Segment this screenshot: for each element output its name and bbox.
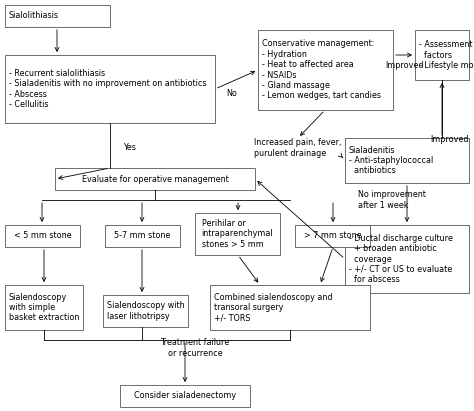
Text: No: No [227,88,237,97]
Text: Sialendoscopy with
laser lithotripsy: Sialendoscopy with laser lithotripsy [107,301,185,321]
Bar [5,5,110,27]
Bar [345,138,469,183]
Text: Consider sialadenectomy: Consider sialadenectomy [134,392,236,400]
Text: Yes: Yes [124,143,137,152]
Bar [55,168,255,190]
Bar [210,285,370,330]
Bar [258,30,393,110]
Bar [345,225,469,293]
Bar [103,295,188,327]
Text: Evaluate for operative management: Evaluate for operative management [82,175,228,183]
Bar [5,285,83,330]
Bar [415,30,469,80]
Text: Sialendoscopy
with simple
basket extraction: Sialendoscopy with simple basket extract… [9,293,79,322]
Text: - Ductal discharge culture
  + broaden antibiotic
  coverage
- +/- CT or US to e: - Ductal discharge culture + broaden ant… [349,234,453,284]
Bar [105,225,180,247]
Text: Sialolithiasis: Sialolithiasis [9,12,59,21]
Text: Improved: Improved [430,136,468,145]
Text: Improved: Improved [386,62,424,71]
Text: No improvement
after 1 week: No improvement after 1 week [358,190,426,210]
Text: > 7 mm stone: > 7 mm stone [304,231,361,240]
Text: Sialadenitis
- Anti-staphylococcal
  antibiotics: Sialadenitis - Anti-staphylococcal antib… [349,145,433,175]
Text: - Recurrent sialolithiasis
- Sialadenitis with no improvement on antibiotics
- A: - Recurrent sialolithiasis - Sialadeniti… [9,69,207,109]
Text: Increased pain, fever,
purulent drainage: Increased pain, fever, purulent drainage [255,138,342,158]
Text: Perihilar or
intraparenchymal
stones > 5 mm: Perihilar or intraparenchymal stones > 5… [202,219,273,249]
Bar [120,385,250,407]
Bar [5,55,215,123]
Text: < 5 mm stone: < 5 mm stone [14,231,71,240]
Text: Combined sialendoscopy and
transoral surgery
+/- TORS: Combined sialendoscopy and transoral sur… [214,293,332,322]
Text: Conservative management:
- Hydration
- Heat to affected area
- NSAIDs
- Gland ma: Conservative management: - Hydration - H… [262,39,381,101]
Bar [5,225,80,247]
Text: - Assessment of risk
  factors
- Lifestyle modifications: - Assessment of risk factors - Lifestyle… [419,40,474,70]
Text: Treatment failure
or recurrence: Treatment failure or recurrence [160,338,229,358]
Text: 5-7 mm stone: 5-7 mm stone [114,231,171,240]
Bar [295,225,370,247]
Bar [195,213,280,255]
